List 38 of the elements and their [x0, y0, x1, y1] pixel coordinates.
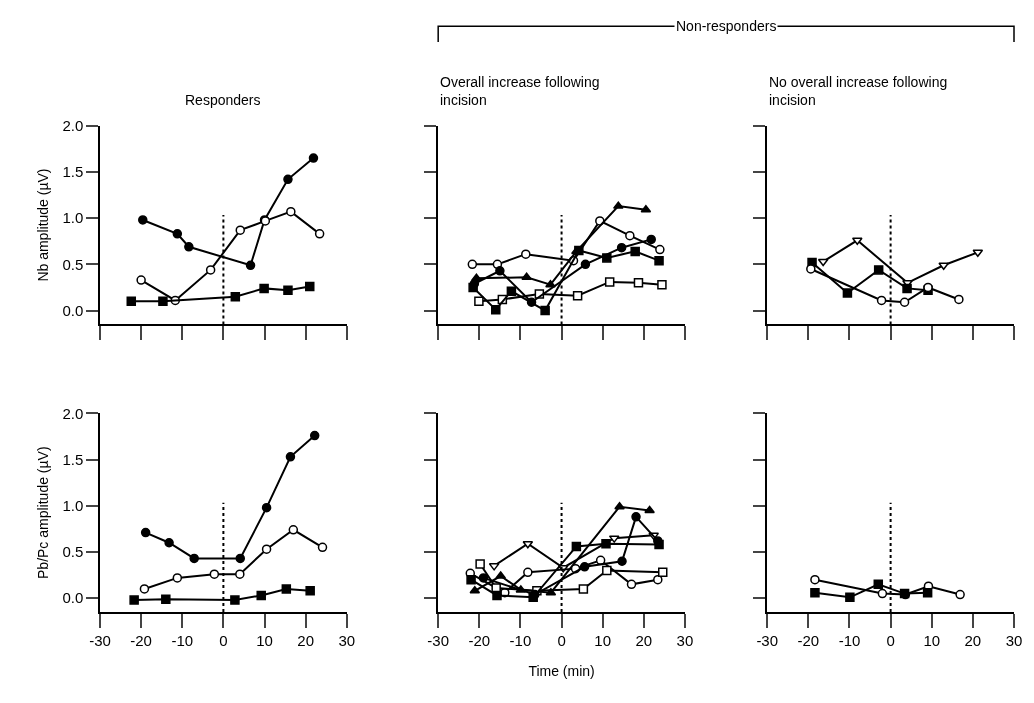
text: Non-responders — [676, 18, 777, 34]
y-tick-label: 2.0 — [62, 116, 84, 134]
y-tick-label: 1.0 — [62, 209, 84, 227]
y-tick-label: 0.0 — [62, 301, 84, 319]
x-tick-label: 10 — [594, 631, 612, 649]
x-tick-label: 30 — [1005, 631, 1023, 649]
x-tick-label: -20 — [468, 631, 491, 649]
chart-title: Overall increase following incision — [440, 74, 600, 109]
x-tick-label: 0 — [557, 631, 566, 649]
y-tick-label: 0.0 — [62, 589, 84, 607]
x-tick-label: -30 — [427, 631, 450, 649]
x-tick-label: -30 — [756, 631, 779, 649]
x-tick-label: 30 — [676, 631, 694, 649]
x-tick-label: 0 — [219, 631, 228, 649]
y-tick-label: 1.0 — [62, 497, 84, 515]
x-axis-title: Time (min) — [528, 662, 595, 679]
x-tick-label: 10 — [923, 631, 941, 649]
y-tick-label: 2.0 — [62, 404, 84, 422]
x-tick-label: 0 — [886, 631, 895, 649]
y-tick-label: 0.5 — [62, 255, 84, 273]
x-tick-label: -20 — [130, 631, 152, 649]
y-axis-title: Nb amplitude (µV) — [35, 168, 52, 282]
x-tick-label: 20 — [635, 631, 653, 649]
x-tick-label: -10 — [838, 631, 861, 649]
x-tick-label: -20 — [797, 631, 820, 649]
x-tick-label: 30 — [338, 631, 356, 649]
y-tick-label: 1.5 — [62, 163, 84, 181]
x-tick-label: -30 — [89, 631, 111, 649]
x-tick-label: 10 — [256, 631, 273, 649]
chart-title: Responders — [185, 92, 261, 108]
y-tick-label: 0.5 — [62, 543, 84, 561]
x-tick-label: 20 — [297, 631, 314, 649]
x-tick-label: -10 — [509, 631, 532, 649]
y-axis-title: Pb/Pc amplitude (µV) — [35, 446, 52, 579]
x-tick-label: 20 — [964, 631, 982, 649]
y-tick-label: 1.5 — [62, 450, 84, 468]
chart-title: No overall increase following incision — [769, 74, 948, 109]
x-tick-label: -10 — [171, 631, 194, 649]
